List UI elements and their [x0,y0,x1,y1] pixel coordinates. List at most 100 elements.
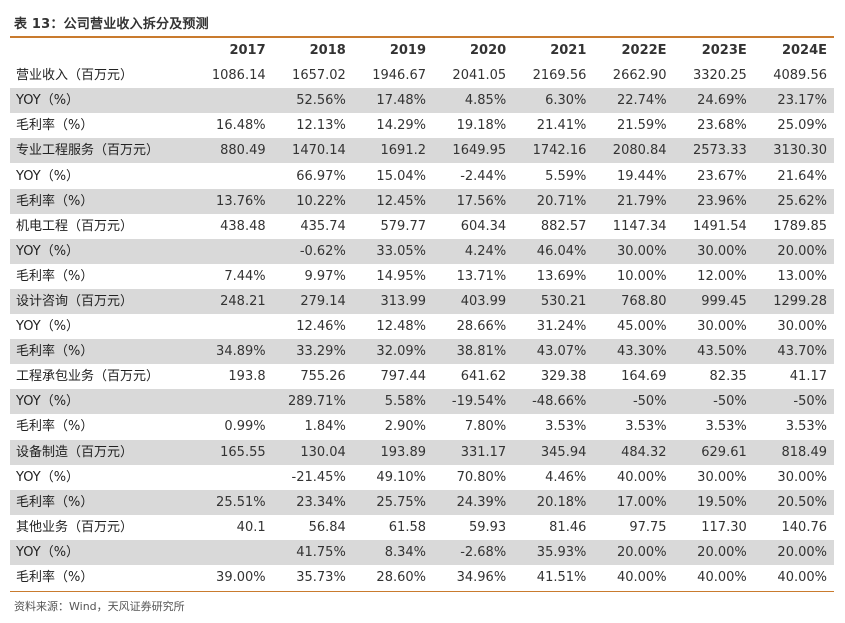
value-cell: 579.77 [352,213,433,239]
value-cell [192,238,273,264]
value-cell: 1299.28 [753,288,834,315]
value-cell: 5.58% [352,389,433,415]
value-cell: 45.00% [593,314,674,340]
table-row: YOY（%） 289.71% 5.58% -19.54% -48.66% -50% -50%… [10,389,834,415]
row-label: YOY（%） [10,314,193,340]
value-cell: 43.07% [513,339,594,365]
value-cell: 20.71% [513,188,594,214]
value-cell: -19.54% [433,389,514,415]
value-cell: 35.73% [272,564,353,591]
value-cell: 289.71% [272,389,353,415]
row-label: 机电工程（百万元） [10,213,193,239]
value-cell: -2.68% [433,539,514,565]
value-cell: 66.97% [272,163,353,189]
value-cell: 1742.16 [513,138,594,164]
value-cell: 641.62 [433,364,514,390]
header-cell: 2024E [753,38,834,64]
table-header-row: 2017 2018 2019 2020 2021 2022E 2023E 202… [10,38,834,64]
value-cell: 49.10% [352,464,433,490]
value-cell: 32.09% [352,339,433,365]
value-cell: 6.30% [513,88,594,114]
value-cell: 3.53% [753,414,834,440]
value-cell: 52.56% [272,88,353,114]
value-cell: 435.74 [272,213,353,239]
table-row: 机电工程（百万元） 438.48 435.74 579.77 604.34 882.57 1… [10,213,834,239]
value-cell: 33.29% [272,339,353,365]
value-cell: 34.89% [192,339,273,365]
value-cell: 19.18% [433,113,514,139]
value-cell: 1.84% [272,414,353,440]
value-cell: 20.50% [753,489,834,515]
value-cell [192,389,273,415]
row-label: YOY（%） [10,88,193,114]
value-cell: 24.39% [433,489,514,515]
value-cell: 1491.54 [673,213,754,239]
value-cell: 3320.25 [673,63,754,89]
table-row: YOY（%） 52.56% 17.48% 4.85% 6.30% 22.74% 24.69%… [10,88,834,114]
bottom-rule [10,591,834,592]
value-cell: 530.21 [513,288,594,315]
table-row: YOY（%） -21.45% 49.10% 70.80% 4.46% 40.00% 30.0… [10,464,834,490]
value-cell: 403.99 [433,288,514,315]
value-cell: 56.84 [272,514,353,540]
value-cell: 14.95% [352,263,433,289]
table-title: 表 13：公司营业收入拆分及预测 [14,17,209,32]
value-cell: 1691.2 [352,138,433,164]
value-cell: 629.61 [673,439,754,465]
value-cell: 40.00% [753,564,834,591]
value-cell: 1086.14 [192,63,273,89]
value-cell: 604.34 [433,213,514,239]
value-cell: 23.17% [753,88,834,114]
value-cell: 21.59% [593,113,674,139]
value-cell: 97.75 [593,514,674,540]
value-cell [192,464,273,490]
row-label: 专业工程服务（百万元） [10,138,193,164]
value-cell: 82.35 [673,364,754,390]
table-row: 毛利率（%） 13.76% 10.22% 12.45% 17.56% 20.71% 21.7… [10,188,834,214]
value-cell: 43.30% [593,339,674,365]
table-row: 毛利率（%） 16.48% 12.13% 14.29% 19.18% 21.41% 21.5… [10,113,834,139]
value-cell: 1649.95 [433,138,514,164]
value-cell: 30.00% [593,238,674,264]
value-cell: -50% [673,389,754,415]
value-cell: 2080.84 [593,138,674,164]
value-cell: 43.70% [753,339,834,365]
value-cell: 20.00% [753,238,834,264]
value-cell: 30.00% [753,464,834,490]
value-cell: 999.45 [673,288,754,315]
table-row: YOY（%） 41.75% 8.34% -2.68% 35.93% 20.00% 20.00… [10,539,834,565]
table-row: YOY（%） 12.46% 12.48% 28.66% 31.24% 45.00% 30.0… [10,314,834,340]
table-row: YOY（%） -0.62% 33.05% 4.24% 46.04% 30.00% 30.00… [10,238,834,264]
value-cell: 3.53% [673,414,754,440]
row-label: 设备制造（百万元） [10,439,193,465]
value-cell: 33.05% [352,238,433,264]
value-cell: 164.69 [593,364,674,390]
value-cell: 23.67% [673,163,754,189]
value-cell: 345.94 [513,439,594,465]
header-cell: 2023E [673,38,754,64]
row-label: YOY（%） [10,389,193,415]
value-cell: 14.29% [352,113,433,139]
row-label: 设计咨询（百万元） [10,288,193,315]
value-cell: 46.04% [513,238,594,264]
value-cell: 140.76 [753,514,834,540]
value-cell: 40.00% [673,564,754,591]
value-cell: 20.00% [593,539,674,565]
source-note: 资料来源：Wind，天风证券研究所 [14,600,185,613]
value-cell: 4.24% [433,238,514,264]
value-cell: 23.68% [673,113,754,139]
value-cell [192,88,273,114]
value-cell: 797.44 [352,364,433,390]
value-cell: 28.60% [352,564,433,591]
value-cell: 41.51% [513,564,594,591]
table-row: 毛利率（%） 7.44% 9.97% 14.95% 13.71% 13.69% 10.00%… [10,263,834,289]
value-cell: 61.58 [352,514,433,540]
value-cell: 21.41% [513,113,594,139]
value-cell: 193.8 [192,364,273,390]
value-cell: 3130.30 [753,138,834,164]
header-cell: 2017 [192,38,273,64]
row-label: 毛利率（%） [10,489,193,515]
row-label: YOY（%） [10,163,193,189]
row-label: 毛利率（%） [10,113,193,139]
